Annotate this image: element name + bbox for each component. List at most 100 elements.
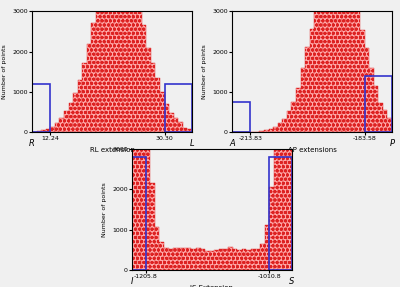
Bar [251,249,256,270]
Bar [269,157,292,270]
Bar [237,250,242,270]
Text: P: P [390,139,394,148]
Bar [246,250,251,270]
Bar [164,248,168,270]
Bar [146,120,150,270]
Text: I: I [131,277,133,286]
X-axis label: IS Extension: IS Extension [190,284,234,287]
Y-axis label: Number of points: Number of points [2,44,7,99]
Bar [260,244,264,270]
Bar [36,131,41,132]
Bar [319,0,324,132]
Bar [150,183,155,270]
Text: L: L [190,139,194,148]
Y-axis label: Number of points: Number of points [102,182,107,237]
Bar [46,129,50,132]
Text: S: S [289,277,295,286]
Bar [351,0,356,132]
Bar [278,36,283,270]
Bar [283,1,288,270]
Bar [96,8,100,132]
Bar [305,47,310,132]
Text: A: A [229,139,235,148]
Bar [324,0,328,132]
Bar [50,127,55,132]
Bar [169,113,174,132]
Bar [55,123,60,132]
Bar [156,77,160,132]
Bar [168,249,173,270]
Bar [146,48,151,132]
Bar [82,63,87,132]
Bar [314,2,319,132]
Bar [273,127,278,132]
Bar [151,63,156,132]
Bar [124,0,128,132]
Bar [274,118,278,270]
Bar [200,249,205,270]
Bar [278,123,282,132]
Bar [332,0,337,132]
Bar [192,249,196,270]
Bar [182,248,187,270]
Bar [224,249,228,270]
Bar [383,110,388,132]
Bar [268,129,273,132]
Bar [164,84,192,132]
Bar [219,249,224,270]
Bar [364,76,392,132]
Bar [356,5,360,132]
Bar [68,103,73,132]
Bar [132,0,137,132]
Bar [374,86,378,132]
Bar [300,68,305,132]
Bar [388,118,392,132]
Bar [164,104,169,132]
Bar [78,80,82,132]
Bar [110,0,114,132]
Bar [196,248,200,270]
Bar [210,251,214,270]
Bar [187,248,192,270]
Bar [141,35,146,270]
Bar [264,131,268,132]
Bar [137,11,142,132]
Bar [214,250,219,270]
Bar [105,0,110,132]
Bar [256,249,260,270]
Bar [119,0,124,132]
Bar [282,119,287,132]
Bar [160,92,164,132]
Bar [178,249,182,270]
Bar [260,131,264,132]
Bar [269,187,274,270]
Bar [228,247,232,270]
Bar [114,0,119,132]
Bar [328,0,332,132]
Bar [87,44,92,132]
Bar [205,251,210,270]
Bar [337,0,342,132]
Bar [132,38,136,270]
Bar [188,129,192,132]
Bar [296,88,300,132]
Bar [264,225,269,270]
Bar [128,0,132,132]
Bar [292,102,296,132]
Bar [160,243,164,270]
Bar [232,102,250,132]
Bar [346,0,351,132]
Bar [142,25,146,132]
Bar [378,103,383,132]
Bar [174,118,178,132]
Bar [242,249,246,270]
Text: R: R [29,139,35,148]
X-axis label: RL extension: RL extension [90,147,134,153]
Bar [310,29,314,132]
Bar [32,84,50,132]
Bar [64,111,68,132]
Bar [364,49,369,132]
Bar [100,0,105,132]
Bar [183,128,188,132]
Bar [369,68,374,132]
